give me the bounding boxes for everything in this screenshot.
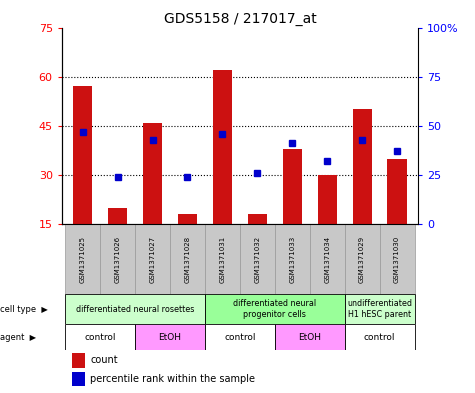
Bar xyxy=(143,123,162,224)
Bar xyxy=(345,324,415,351)
Text: GSM1371025: GSM1371025 xyxy=(80,236,86,283)
Title: GDS5158 / 217017_at: GDS5158 / 217017_at xyxy=(163,13,316,26)
Text: GSM1371031: GSM1371031 xyxy=(219,235,226,283)
Text: EtOH: EtOH xyxy=(159,332,181,342)
Bar xyxy=(248,214,267,224)
Bar xyxy=(135,224,170,294)
Bar xyxy=(170,224,205,294)
Text: control: control xyxy=(224,332,256,342)
Text: differentiated neural rosettes: differentiated neural rosettes xyxy=(76,305,194,314)
Text: GSM1371028: GSM1371028 xyxy=(184,236,190,283)
Text: undifferentiated
H1 hESC parent: undifferentiated H1 hESC parent xyxy=(347,299,412,319)
Bar xyxy=(205,324,275,351)
Text: control: control xyxy=(364,332,395,342)
Text: GSM1371033: GSM1371033 xyxy=(289,235,295,283)
Bar xyxy=(240,224,275,294)
Bar xyxy=(388,158,407,224)
Bar xyxy=(275,224,310,294)
Text: GSM1371032: GSM1371032 xyxy=(254,236,260,283)
Text: count: count xyxy=(90,356,118,365)
Bar xyxy=(345,294,415,324)
Bar xyxy=(178,214,197,224)
Bar xyxy=(345,224,380,294)
Bar xyxy=(205,224,240,294)
Bar xyxy=(100,224,135,294)
Bar xyxy=(65,294,205,324)
Bar xyxy=(310,224,345,294)
Bar xyxy=(205,294,345,324)
Bar xyxy=(65,324,135,351)
Bar xyxy=(275,324,345,351)
Bar xyxy=(108,208,127,224)
Bar xyxy=(72,353,85,368)
Bar xyxy=(380,224,415,294)
Bar xyxy=(318,175,337,224)
Bar xyxy=(213,70,232,224)
Bar xyxy=(352,109,372,224)
Text: cell type  ▶: cell type ▶ xyxy=(0,305,48,314)
Bar xyxy=(73,86,92,224)
Text: EtOH: EtOH xyxy=(298,332,321,342)
Bar xyxy=(283,149,302,224)
Text: control: control xyxy=(85,332,116,342)
Text: GSM1371026: GSM1371026 xyxy=(114,236,121,283)
Text: agent  ▶: agent ▶ xyxy=(0,332,37,342)
Bar xyxy=(65,224,100,294)
Bar xyxy=(72,372,85,386)
Text: differentiated neural
progenitor cells: differentiated neural progenitor cells xyxy=(233,299,316,319)
Bar xyxy=(135,324,205,351)
Text: GSM1371029: GSM1371029 xyxy=(359,236,365,283)
Text: GSM1371030: GSM1371030 xyxy=(394,235,400,283)
Text: GSM1371027: GSM1371027 xyxy=(150,236,155,283)
Text: GSM1371034: GSM1371034 xyxy=(324,236,330,283)
Text: percentile rank within the sample: percentile rank within the sample xyxy=(90,374,255,384)
